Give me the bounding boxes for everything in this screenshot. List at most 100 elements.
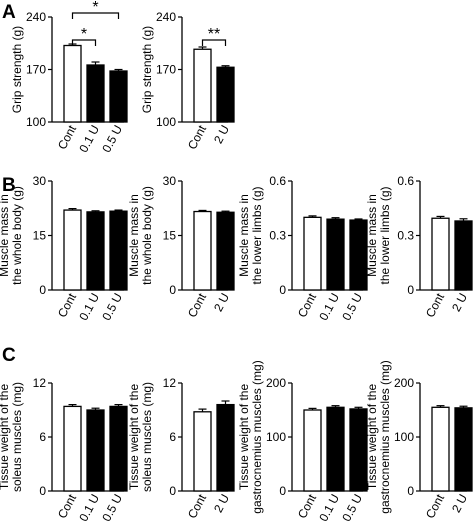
category-label: 2 U <box>449 291 470 314</box>
y-axis-label-line: Tissue weight of the <box>237 384 251 491</box>
y-tick-label: 0 <box>169 283 176 297</box>
y-tick-label: 12 <box>163 376 177 390</box>
bar-2 <box>454 220 473 291</box>
panel-letter-c: C <box>2 345 16 366</box>
category-label: Cont <box>185 122 210 152</box>
category-label: 0.1 U <box>76 291 102 323</box>
bar-1 <box>193 411 212 492</box>
bar-2 <box>216 66 235 123</box>
category-label: 0.1 U <box>316 291 342 323</box>
category-label: 2 U <box>211 123 232 146</box>
panel-letter-a: A <box>2 2 16 23</box>
bar-3 <box>349 219 368 291</box>
category-label: 0.5 U <box>99 291 125 323</box>
panel-letter-b: B <box>2 175 16 196</box>
y-tick-label: 170 <box>156 63 176 77</box>
bar-2 <box>86 211 105 291</box>
category-label: Cont <box>423 290 448 320</box>
bar-3 <box>349 408 368 492</box>
chart-6: 0 0.3 0.6 Muscle mass inthe lower limbs (g)… <box>365 174 473 320</box>
chart-7: 0 6 12 Tissue weight of thesoleus muscles (… <box>0 376 128 524</box>
y-tick-label: 200 <box>394 376 414 390</box>
y-tick-label: 0.6 <box>397 174 414 188</box>
bar-2 <box>86 409 105 492</box>
category-label: 2 U <box>449 492 470 515</box>
category-label: Cont <box>185 491 210 521</box>
y-tick-label: 0.3 <box>269 229 286 243</box>
y-axis-label: Tissue weight of thesoleus muscles (mg) <box>0 382 24 492</box>
y-tick-label: 0 <box>39 283 46 297</box>
y-axis-label-line: soleus muscles (mg) <box>140 382 154 492</box>
bar-3 <box>109 405 128 492</box>
y-tick-label: 100 <box>266 430 286 444</box>
y-axis-label-line: Grip strength (g) <box>10 26 24 113</box>
y-axis-label-line: Muscle mass in <box>237 194 251 277</box>
y-tick-label: 0 <box>279 484 286 498</box>
bar-2 <box>454 407 473 492</box>
y-axis-label-line: Tissue weight of the <box>365 384 379 491</box>
y-axis-label: Tissue weight of thegastrocnemius muscle… <box>237 360 264 513</box>
y-axis-label: Tissue weight of thesoleus muscles (mg) <box>127 382 154 492</box>
y-tick-label: 240 <box>26 10 46 24</box>
y-tick-label: 15 <box>33 229 47 243</box>
y-axis-label-line: gastrocnemius muscles (mg) <box>378 360 392 513</box>
bar-3 <box>109 210 128 291</box>
y-tick-label: 0.6 <box>269 174 286 188</box>
bar-2 <box>216 211 235 291</box>
y-tick-label: 100 <box>394 430 414 444</box>
y-axis-label: Tissue weight of thegastrocnemius muscle… <box>365 360 392 513</box>
y-axis-label: Muscle mass inthe lower limbs (g) <box>237 186 264 284</box>
bar-1 <box>431 217 450 291</box>
chart-8: 0 6 12 Tissue weight of thesoleus muscles (… <box>127 376 235 521</box>
chart-5: 0 0.3 0.6 Muscle mass inthe lower limbs (g)… <box>237 174 368 323</box>
y-tick-label: 12 <box>33 376 47 390</box>
category-label: 0.5 U <box>339 291 365 323</box>
category-label: 2 U <box>211 291 232 314</box>
category-label: 0.1 U <box>76 123 102 155</box>
bar-1 <box>303 216 322 291</box>
y-axis-label: Muscle mass inthe whole body (g) <box>0 186 24 285</box>
y-tick-label: 170 <box>26 63 46 77</box>
category-label: 0.5 U <box>99 492 125 524</box>
y-tick-label: 0 <box>39 484 46 498</box>
category-label: 0.1 U <box>76 492 102 524</box>
category-label: 0.5 U <box>339 492 365 524</box>
significance-bracket <box>201 39 227 46</box>
bar-1 <box>431 406 450 492</box>
significance-bracket <box>71 39 97 46</box>
y-tick-label: 30 <box>163 174 177 188</box>
y-tick-label: 6 <box>39 430 46 444</box>
category-label: 2 U <box>211 492 232 515</box>
bar-2 <box>326 218 345 291</box>
y-axis-label-line: gastrocnemius muscles (mg) <box>250 360 264 513</box>
y-axis-label-line: Muscle mass in <box>0 194 11 277</box>
y-tick-label: 200 <box>266 376 286 390</box>
y-tick-label: 15 <box>163 229 177 243</box>
y-tick-label: 0 <box>407 484 414 498</box>
y-tick-label: 100 <box>26 115 46 129</box>
y-axis-label-line: the whole body (g) <box>10 186 24 285</box>
bar-1 <box>193 48 212 123</box>
y-tick-label: 30 <box>33 174 47 188</box>
y-tick-label: 0 <box>279 283 286 297</box>
y-axis-label: Grip strength (g) <box>10 26 24 113</box>
y-axis-label-line: soleus muscles (mg) <box>10 382 24 492</box>
y-axis-label-line: the whole body (g) <box>140 186 154 285</box>
y-axis-label-line: Tissue weight of the <box>0 384 11 491</box>
category-label: Cont <box>423 491 448 521</box>
bar-3 <box>109 70 128 123</box>
bar-2 <box>326 406 345 492</box>
bar-1 <box>63 405 82 492</box>
y-axis-label-line: the lower limbs (g) <box>250 186 264 284</box>
y-axis-label-line: Muscle mass in <box>127 194 141 277</box>
bar-1 <box>303 409 322 492</box>
chart-4: 0 15 30 Muscle mass inthe whole body (g) Con… <box>127 174 235 320</box>
significance-label: * <box>81 26 87 43</box>
category-label: 0.1 U <box>316 492 342 524</box>
